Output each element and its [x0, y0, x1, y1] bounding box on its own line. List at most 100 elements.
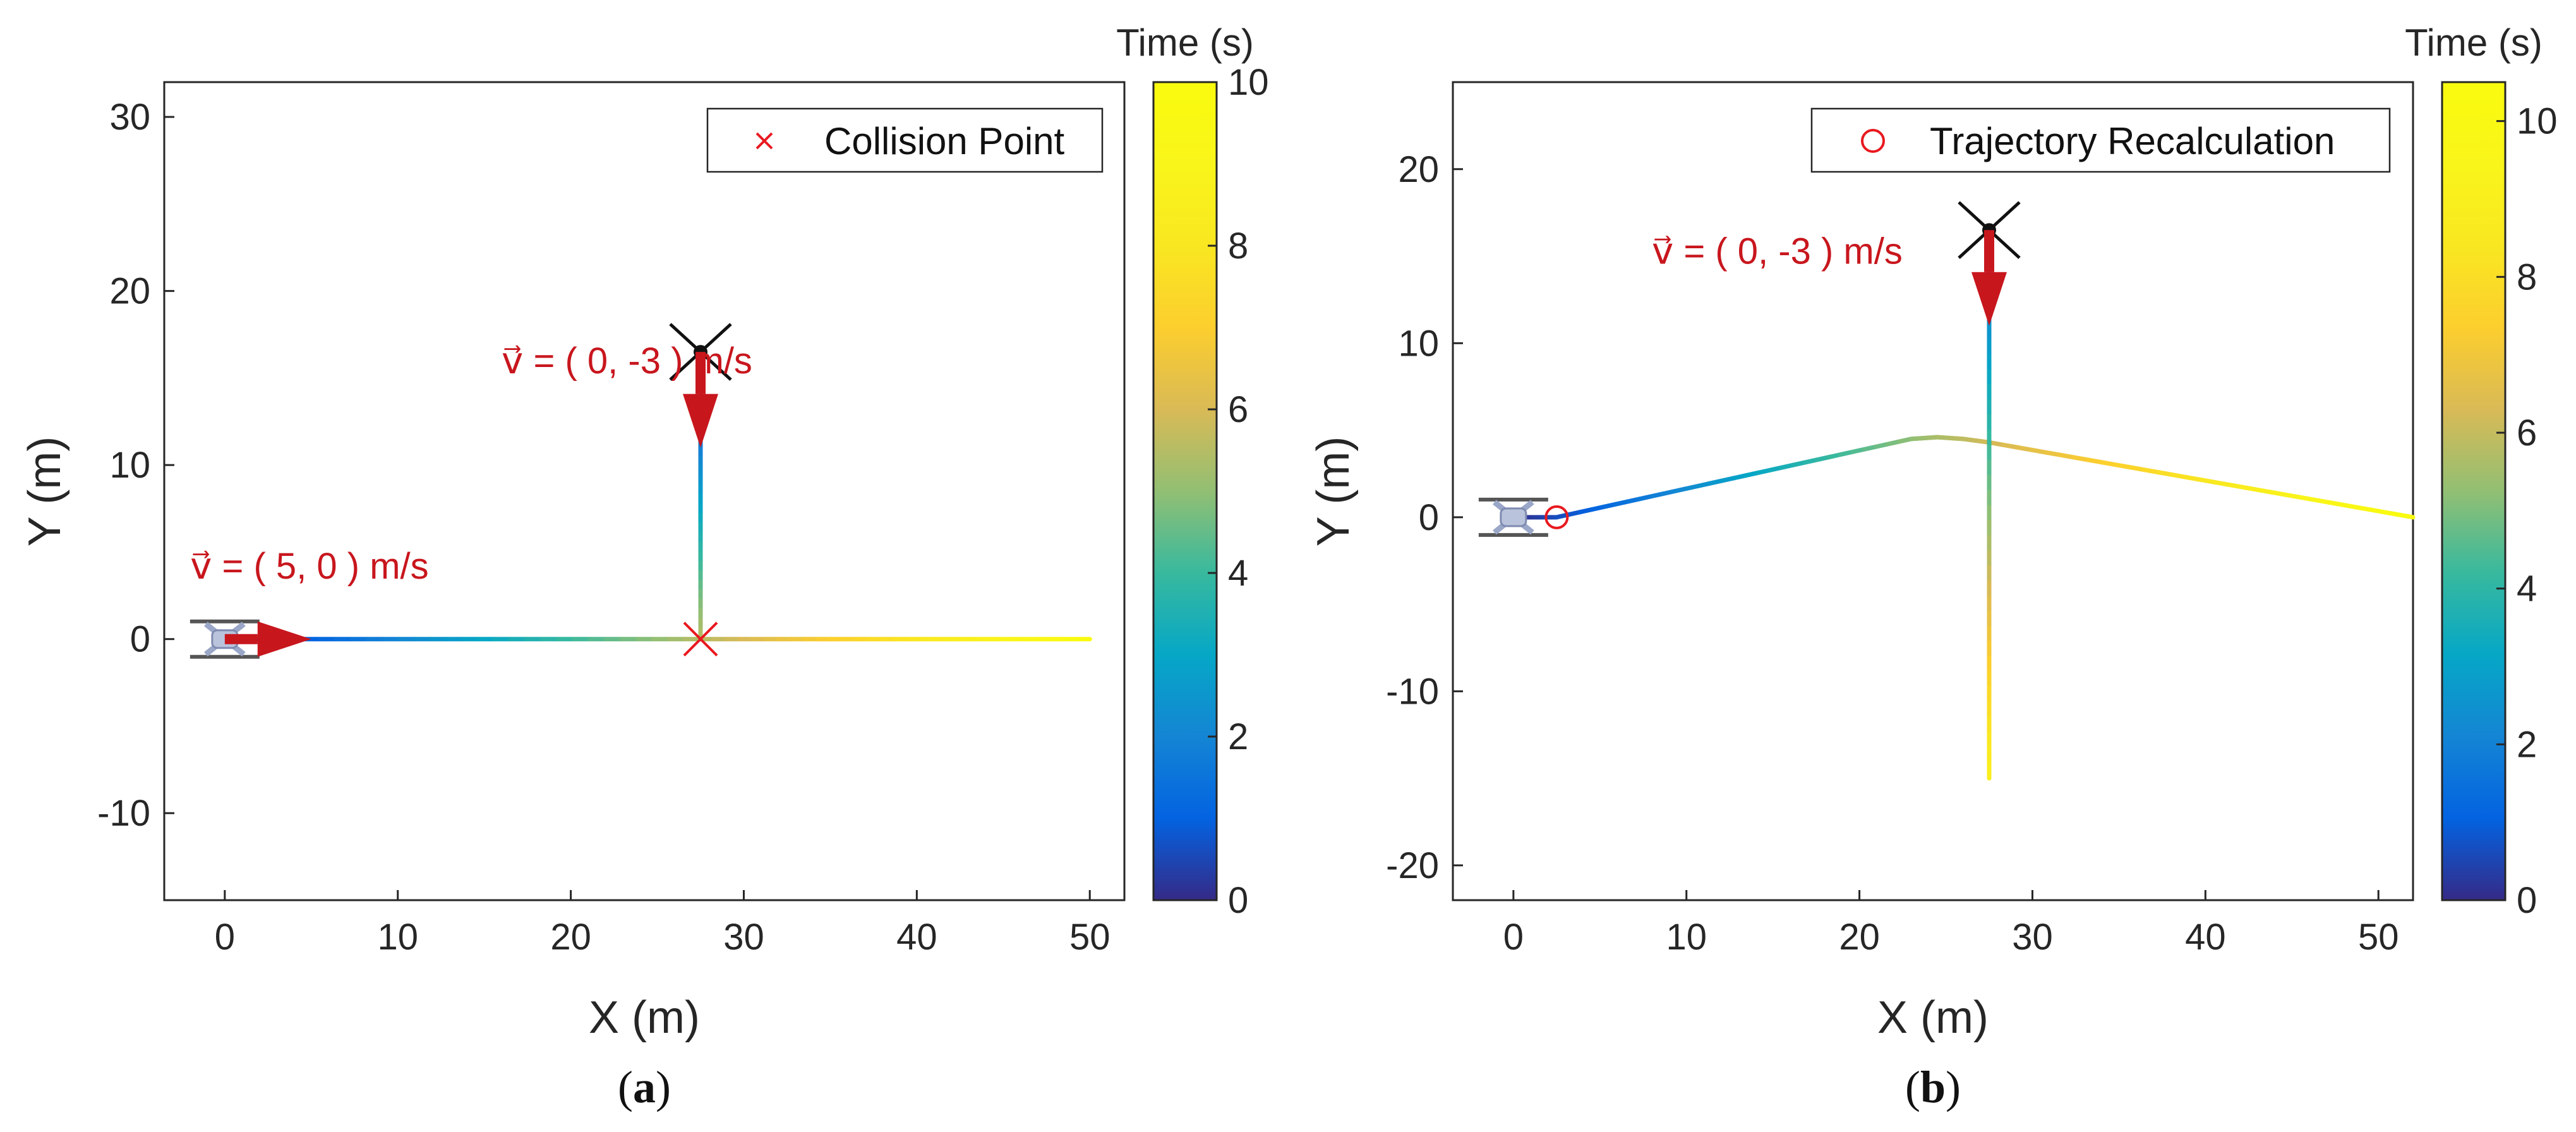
colorbar-tick-label: 8 [2517, 256, 2537, 298]
trajectory-segment [1987, 440, 2006, 447]
legend-a: Collision Point [706, 107, 1104, 173]
x-axis-label-a: X (m) [589, 992, 700, 1043]
y-tick-label: 20 [109, 271, 150, 312]
y-tick-label: -10 [1386, 671, 1439, 712]
trajectory-segment [2142, 467, 2161, 475]
colorbar-tick-label: 6 [2517, 412, 2537, 454]
legend-circle-marker-icon [1861, 129, 1885, 153]
trajectory-segment [2354, 505, 2373, 512]
x-tick-label: 30 [723, 917, 764, 958]
trajectory-segment [2057, 452, 2076, 460]
velocity-arrow-icon [683, 352, 719, 448]
trajectory-segment [2001, 442, 2020, 450]
trajectory-segment [2029, 447, 2048, 455]
trajectory-segment [2297, 495, 2316, 502]
x-tick-label: 50 [2358, 917, 2399, 958]
y-tick-label: -10 [97, 793, 150, 834]
colorbar-tick-label: 4 [2517, 569, 2537, 610]
legend-b: Trajectory Recalculation [1810, 107, 2391, 173]
plot-area-b: v⃗ = ( 0, -3 ) m/s [1478, 201, 2416, 781]
y-tick-label: 0 [130, 619, 150, 660]
trajectory-segment [2199, 478, 2218, 485]
trajectory-segment [2043, 450, 2062, 457]
velocity-label: v⃗ = ( 5, 0 ) m/s [190, 546, 429, 587]
y-tick-label: 20 [1398, 149, 1439, 190]
x-axis-label-b: X (m) [1877, 992, 1989, 1043]
trajectory-segment [2255, 487, 2274, 495]
x-tick-label: 10 [1666, 917, 1707, 958]
colorbar-tick-label: 0 [2517, 880, 2537, 921]
trajectory-segment [2241, 485, 2260, 492]
colorbar-ticks-b: 0 2 4 6 8 10 [2496, 101, 2558, 921]
colorbar-tick-label: 4 [1228, 553, 1248, 594]
collision-point-marker-icon [683, 622, 718, 657]
trajectory-segment [2326, 500, 2345, 507]
trajectory-segment [2269, 490, 2289, 497]
trajectory-segment [2184, 475, 2204, 483]
colorbar-tick-label: 2 [2517, 724, 2537, 765]
x-tick-label: 30 [2012, 917, 2053, 958]
drone-top-view-icon [1478, 497, 1548, 537]
drone-1-trajectory-b [1511, 435, 2416, 520]
trajectory-segment [2284, 492, 2302, 500]
velocity-label: v⃗ = ( 0, -3 ) m/s [1652, 231, 1903, 272]
y-tick-label: 10 [1398, 323, 1439, 364]
y-axis-label-b: Y (m) [1308, 437, 1359, 547]
x-tick-label: 40 [2185, 917, 2226, 958]
x-tick-label: 50 [1069, 917, 1110, 958]
x-ticks-b: 0 10 20 30 40 50 [1503, 890, 2399, 958]
colorbar-tick-label: 6 [1228, 389, 1248, 430]
y-ticks-b: -20 -10 0 10 20 [1386, 149, 1463, 886]
colorbar-tick-label: 0 [1228, 880, 1248, 921]
axes-box-b [1452, 81, 2414, 901]
colorbar-tick-label: 10 [2517, 101, 2558, 142]
x-tick-label: 20 [550, 917, 591, 958]
y-tick-label: 30 [109, 97, 150, 138]
colorbar-b: 0 2 4 6 8 10 Time (s) [2405, 21, 2557, 921]
recalculation-marker-icon [1544, 505, 1569, 529]
trajectory-segment [2128, 465, 2147, 473]
colorbar-title-b: Time (s) [2405, 21, 2543, 64]
y-axis-label-a: Y (m) [20, 437, 70, 547]
trajectory-segment [2071, 455, 2091, 462]
panel-label-a: (a) [618, 1062, 671, 1112]
y-tick-label: -20 [1386, 845, 1439, 886]
legend-label-a: Collision Point [824, 120, 1065, 162]
colorbar-title-a: Time (s) [1116, 21, 1254, 64]
trajectory-segment [2015, 445, 2034, 452]
trajectory-segment [2213, 480, 2232, 487]
plot-area-a: v⃗ = ( 5, 0 ) m/s v⃗ = ( 0, -3 ) m/s [190, 323, 1092, 659]
colorbar-a: 0 2 4 6 8 10 Time (s) [1116, 21, 1268, 921]
y-tick-label: 0 [1419, 497, 1439, 538]
trajectory-segment [2156, 470, 2176, 478]
trajectory-segment [2368, 507, 2387, 515]
colorbar-tick-label: 2 [1228, 716, 1248, 757]
colorbar-tick-label: 10 [1228, 62, 1269, 103]
y-tick-label: 10 [109, 445, 150, 486]
velocity-arrow-icon [224, 621, 311, 657]
panel-letter-a: a [633, 1062, 656, 1112]
legend-x-marker-icon [755, 132, 773, 150]
panel-letter-b: b [1920, 1062, 1946, 1112]
y-ticks-a: -10 0 10 20 30 [97, 97, 174, 834]
trajectory-segment [2114, 462, 2133, 470]
x-tick-label: 10 [377, 917, 418, 958]
x-tick-label: 20 [1839, 917, 1880, 958]
trajectory-segment [2397, 512, 2416, 520]
x-tick-label: 0 [1503, 917, 1524, 958]
colorbar-ticks-a: 0 2 4 6 8 10 [1208, 62, 1269, 921]
colorbar-tick-label: 8 [1228, 226, 1248, 267]
axes-box-a [163, 81, 1126, 901]
velocity-arrow-icon [1971, 230, 2007, 326]
x-tick-label: 0 [215, 917, 235, 958]
trajectory-segment [2382, 510, 2402, 517]
trajectory-segment [2086, 457, 2105, 465]
legend-label-b: Trajectory Recalculation [1930, 120, 2335, 162]
x-ticks-a: 0 10 20 30 40 50 [215, 890, 1110, 958]
trajectory-segment [2100, 460, 2119, 467]
trajectory-segment [2170, 473, 2189, 480]
panel-label-b: (b) [1905, 1062, 1961, 1112]
trajectory-segment [2227, 482, 2246, 490]
